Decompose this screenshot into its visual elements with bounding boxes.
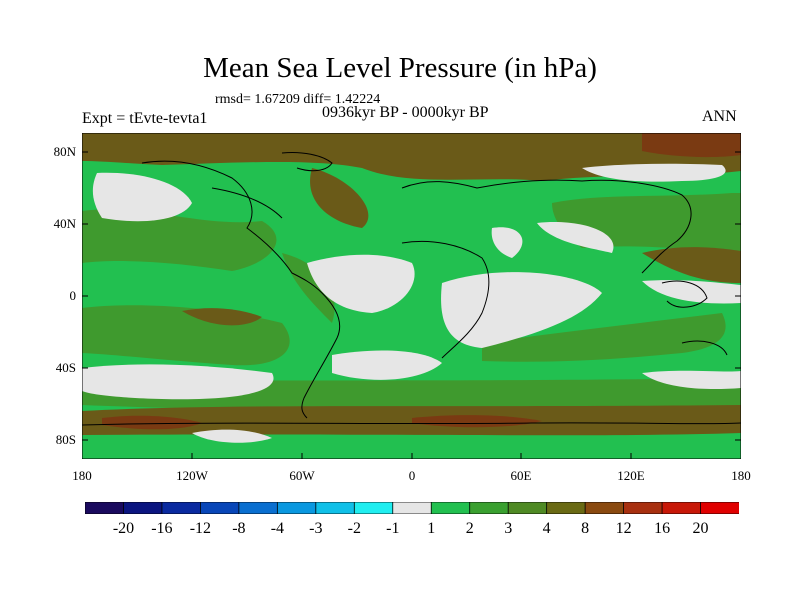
lon-label: 60E xyxy=(510,468,532,483)
lon-label: 120W xyxy=(176,468,208,483)
lat-label: 0 xyxy=(69,288,77,303)
colorbar-label: -1 xyxy=(386,520,400,537)
map-title: Mean Sea Level Pressure (in hPa) xyxy=(203,52,597,84)
colorbar-label: 1 xyxy=(427,520,436,537)
colorbar-swatch xyxy=(661,502,702,514)
lon-label: 120E xyxy=(617,468,645,483)
colorbar-label: -12 xyxy=(189,520,212,537)
stats-label: rmsd= 1.67209 diff= 1.42224 xyxy=(215,92,381,107)
experiment-label: Expt = tEvte-tevta1 xyxy=(82,110,208,127)
season-label: ANN xyxy=(702,108,737,125)
colorbar-swatch xyxy=(546,502,587,514)
pressure-map xyxy=(82,133,741,459)
colorbar-swatch xyxy=(276,502,317,514)
colorbar-label: -16 xyxy=(151,520,173,537)
colorbar-swatch xyxy=(507,502,548,514)
colorbar-swatch xyxy=(469,502,510,514)
colorbar-label: 20 xyxy=(692,520,709,537)
colorbar-label: 16 xyxy=(654,520,671,537)
colorbar-label: 12 xyxy=(615,520,632,537)
colorbar-label: -20 xyxy=(112,520,135,537)
colorbar-label: -8 xyxy=(232,520,246,537)
colorbar-label: -2 xyxy=(347,520,361,537)
colorbar-label: 2 xyxy=(465,520,474,537)
colorbar-swatch xyxy=(700,502,739,514)
band-level-8 xyxy=(102,133,741,430)
lon-label: 180 xyxy=(731,468,751,483)
lon-label: 180 xyxy=(72,468,92,483)
band-level-4 xyxy=(82,133,741,436)
lat-label: 80N xyxy=(53,144,76,159)
lat-label: 80S xyxy=(55,432,76,447)
colorbar-swatch xyxy=(353,502,394,514)
lon-label: 60W xyxy=(289,468,315,483)
colorbar-label: 3 xyxy=(504,520,513,537)
colorbar-swatch xyxy=(200,502,240,514)
colorbar-label: 8 xyxy=(581,520,590,537)
colorbar-swatch xyxy=(238,502,279,514)
colorbar-swatch xyxy=(584,502,625,514)
colorbar-swatch xyxy=(623,502,663,514)
lat-label: 40S xyxy=(55,360,76,375)
colorbar-swatch xyxy=(161,502,202,514)
colorbar-swatch xyxy=(85,502,125,514)
lon-label: 0 xyxy=(408,468,416,483)
colorbar-label: 4 xyxy=(542,520,551,537)
coastlines xyxy=(82,152,741,426)
axis-ticks xyxy=(82,151,741,459)
colorbar-swatch xyxy=(315,502,356,514)
lat-label: 40N xyxy=(53,216,76,231)
period-label: 0936kyr BP - 0000kyr BP xyxy=(322,104,489,121)
colorbar-label: -3 xyxy=(309,520,323,537)
colorbar-swatch xyxy=(430,502,471,514)
colorbar-swatch xyxy=(392,502,433,514)
band-near-zero xyxy=(82,163,741,443)
colorbar xyxy=(85,502,739,514)
colorbar-swatch xyxy=(123,502,163,514)
colorbar-label: -4 xyxy=(270,520,285,537)
